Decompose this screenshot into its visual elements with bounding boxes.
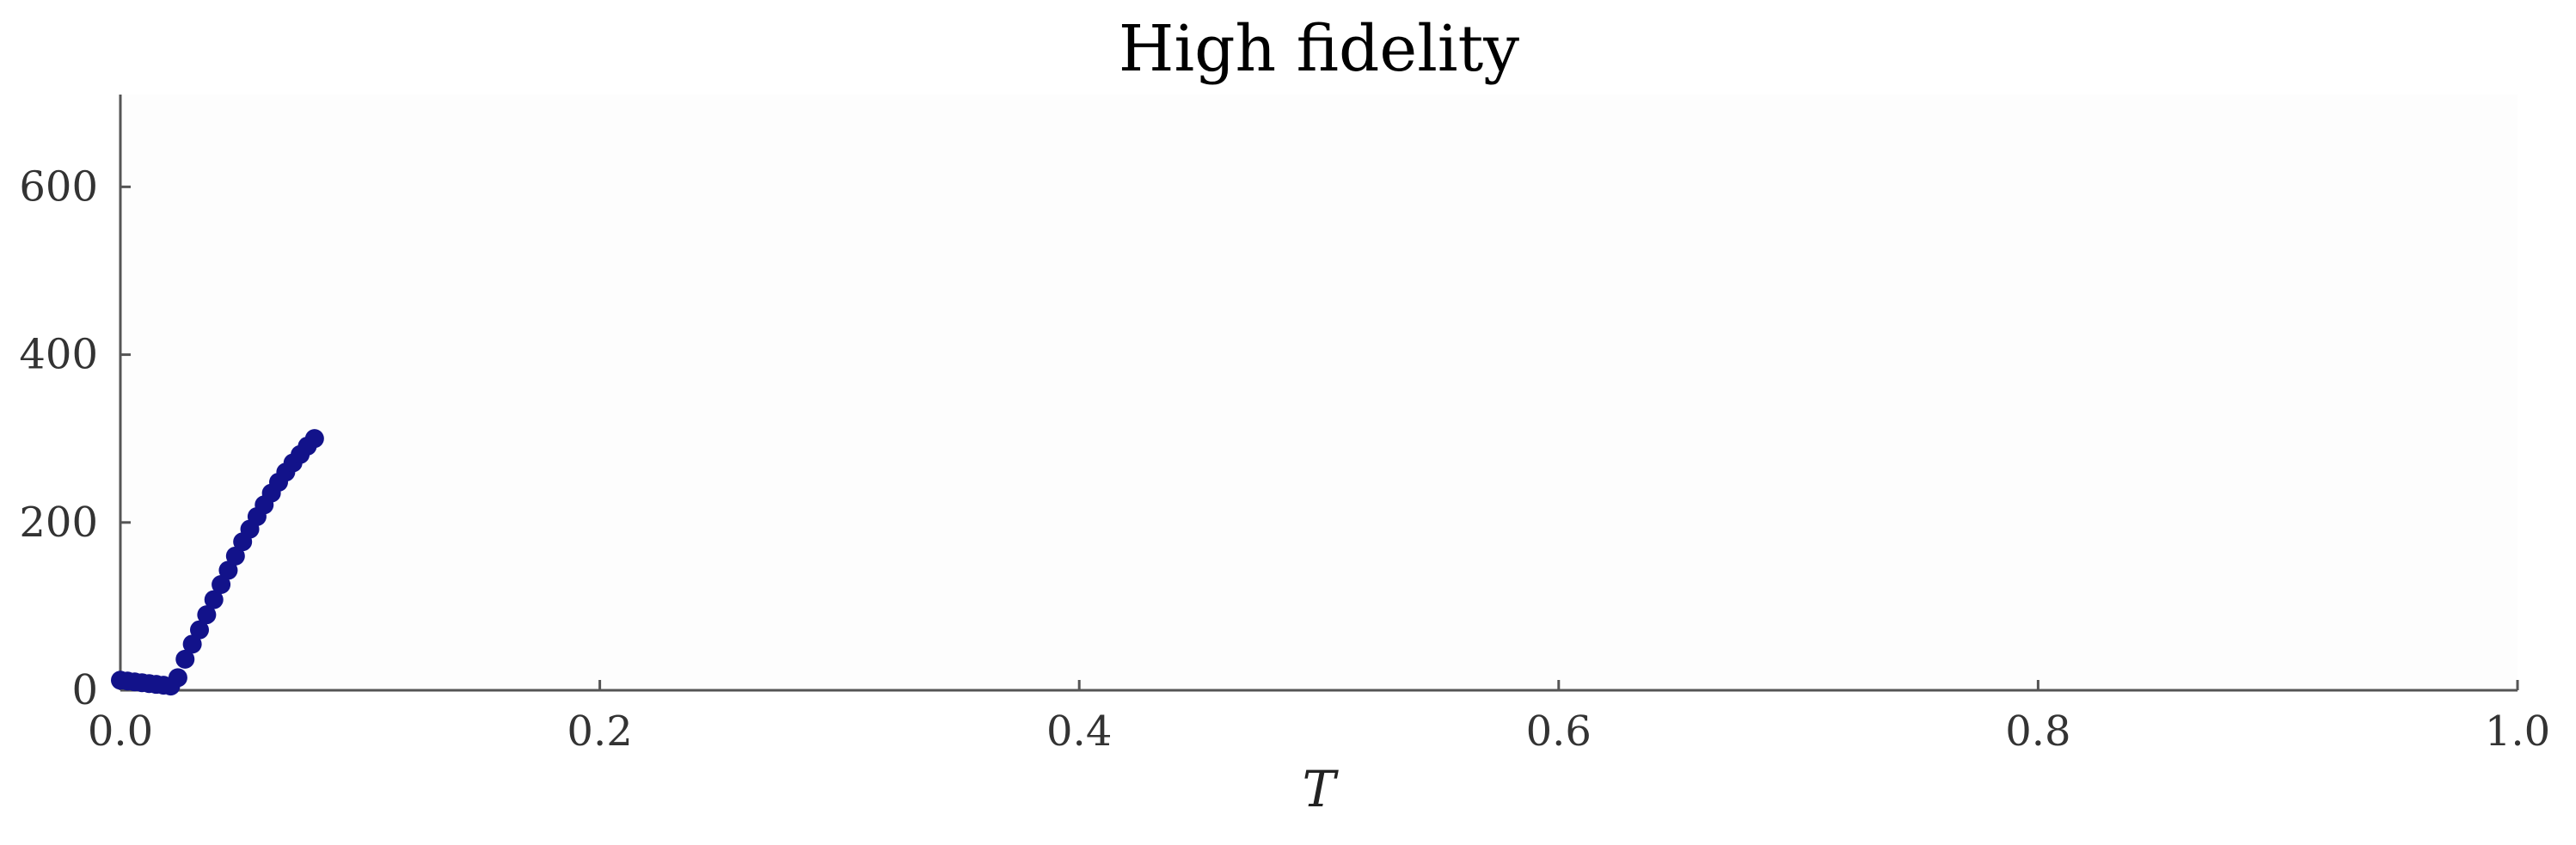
data-point <box>212 575 231 595</box>
y-tick-label: 0 <box>71 666 98 714</box>
y-tick-label: 200 <box>19 499 98 547</box>
data-point <box>190 620 210 640</box>
data-point <box>218 560 238 580</box>
chart-title: High fidelity <box>1119 12 1519 86</box>
x-axis-label: T <box>1303 760 1340 818</box>
x-tick-label: 0.8 <box>2005 707 2070 756</box>
data-point <box>175 649 195 669</box>
plot-background <box>120 95 2518 690</box>
x-tick-label: 1.0 <box>2485 707 2550 756</box>
data-points <box>111 429 324 696</box>
x-tick-label: 0.0 <box>88 707 153 756</box>
x-tick-label: 0.2 <box>567 707 632 756</box>
y-ticks: 0 200 400 600 <box>19 162 131 714</box>
data-point <box>204 590 224 609</box>
data-point <box>168 668 187 688</box>
x-ticks: 0.0 0.2 0.4 0.6 0.8 1.0 <box>88 680 2550 756</box>
data-point <box>225 546 245 566</box>
data-point <box>182 634 202 654</box>
y-tick-label: 600 <box>19 162 98 211</box>
x-tick-label: 0.6 <box>1526 707 1592 756</box>
y-tick-label: 400 <box>19 331 98 379</box>
x-tick-label: 0.4 <box>1046 707 1112 756</box>
data-point <box>197 605 217 625</box>
data-point <box>304 429 324 449</box>
